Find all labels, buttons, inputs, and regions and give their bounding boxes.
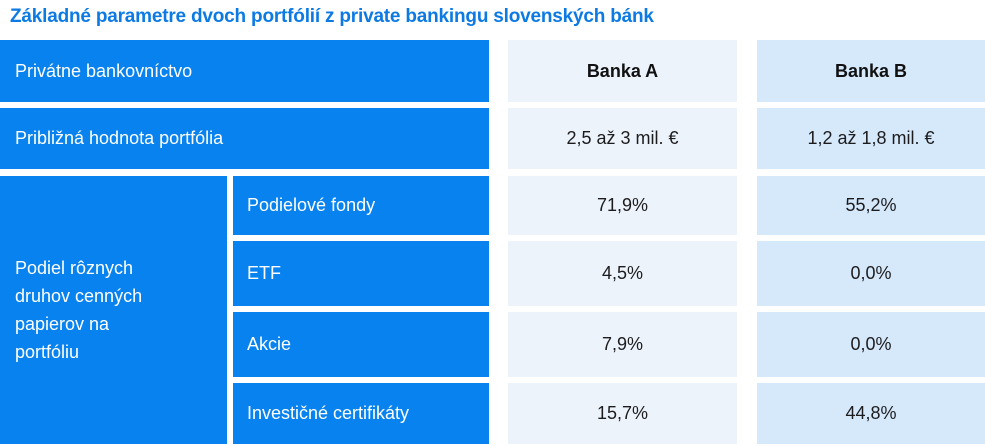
row-label-etf: ETF [233,241,489,306]
bank-b-portfolio-value: 1,2 až 1,8 mil. € [757,108,985,169]
column-gap [737,40,757,444]
table-corner-header: Privátne bankovníctvo [0,40,489,102]
bank-a-column: Banka A 2,5 až 3 mil. € 71,9% 4,5% 7,9% … [508,40,737,444]
label-column: Privátne bankovníctvo Približná hodnota … [0,40,489,444]
group-label-securities-share: Podiel rôznych druhov cenných papierov n… [0,176,227,444]
row-label-portfolio-value: Približná hodnota portfólia [0,108,489,169]
bank-b-investment-certificates: 44,8% [757,383,985,444]
bank-b-column: Banka B 1,2 až 1,8 mil. € 55,2% 0,0% 0,0… [757,40,985,444]
bank-b-mutual-funds: 55,2% [757,176,985,235]
bank-a-mutual-funds: 71,9% [508,176,737,235]
column-gap [489,40,508,444]
page-title: Základné parametre dvoch portfólií z pri… [10,6,654,27]
column-header-bank-b: Banka B [757,40,985,102]
row-label-investment-certificates: Investičné certifikáty [233,383,489,444]
row-label-mutual-funds: Podielové fondy [233,176,489,235]
column-header-bank-a: Banka A [508,40,737,102]
bank-a-investment-certificates: 15,7% [508,383,737,444]
bank-b-etf: 0,0% [757,241,985,306]
bank-a-stocks: 7,9% [508,312,737,377]
bank-b-stocks: 0,0% [757,312,985,377]
row-label-stocks: Akcie [233,312,489,377]
securities-group: Podiel rôznych druhov cenných papierov n… [0,176,489,444]
securities-sublabels: Podielové fondy ETF Akcie Investičné cer… [233,176,489,444]
portfolio-table: Privátne bankovníctvo Približná hodnota … [0,40,985,444]
bank-a-portfolio-value: 2,5 až 3 mil. € [508,108,737,169]
bank-a-etf: 4,5% [508,241,737,306]
